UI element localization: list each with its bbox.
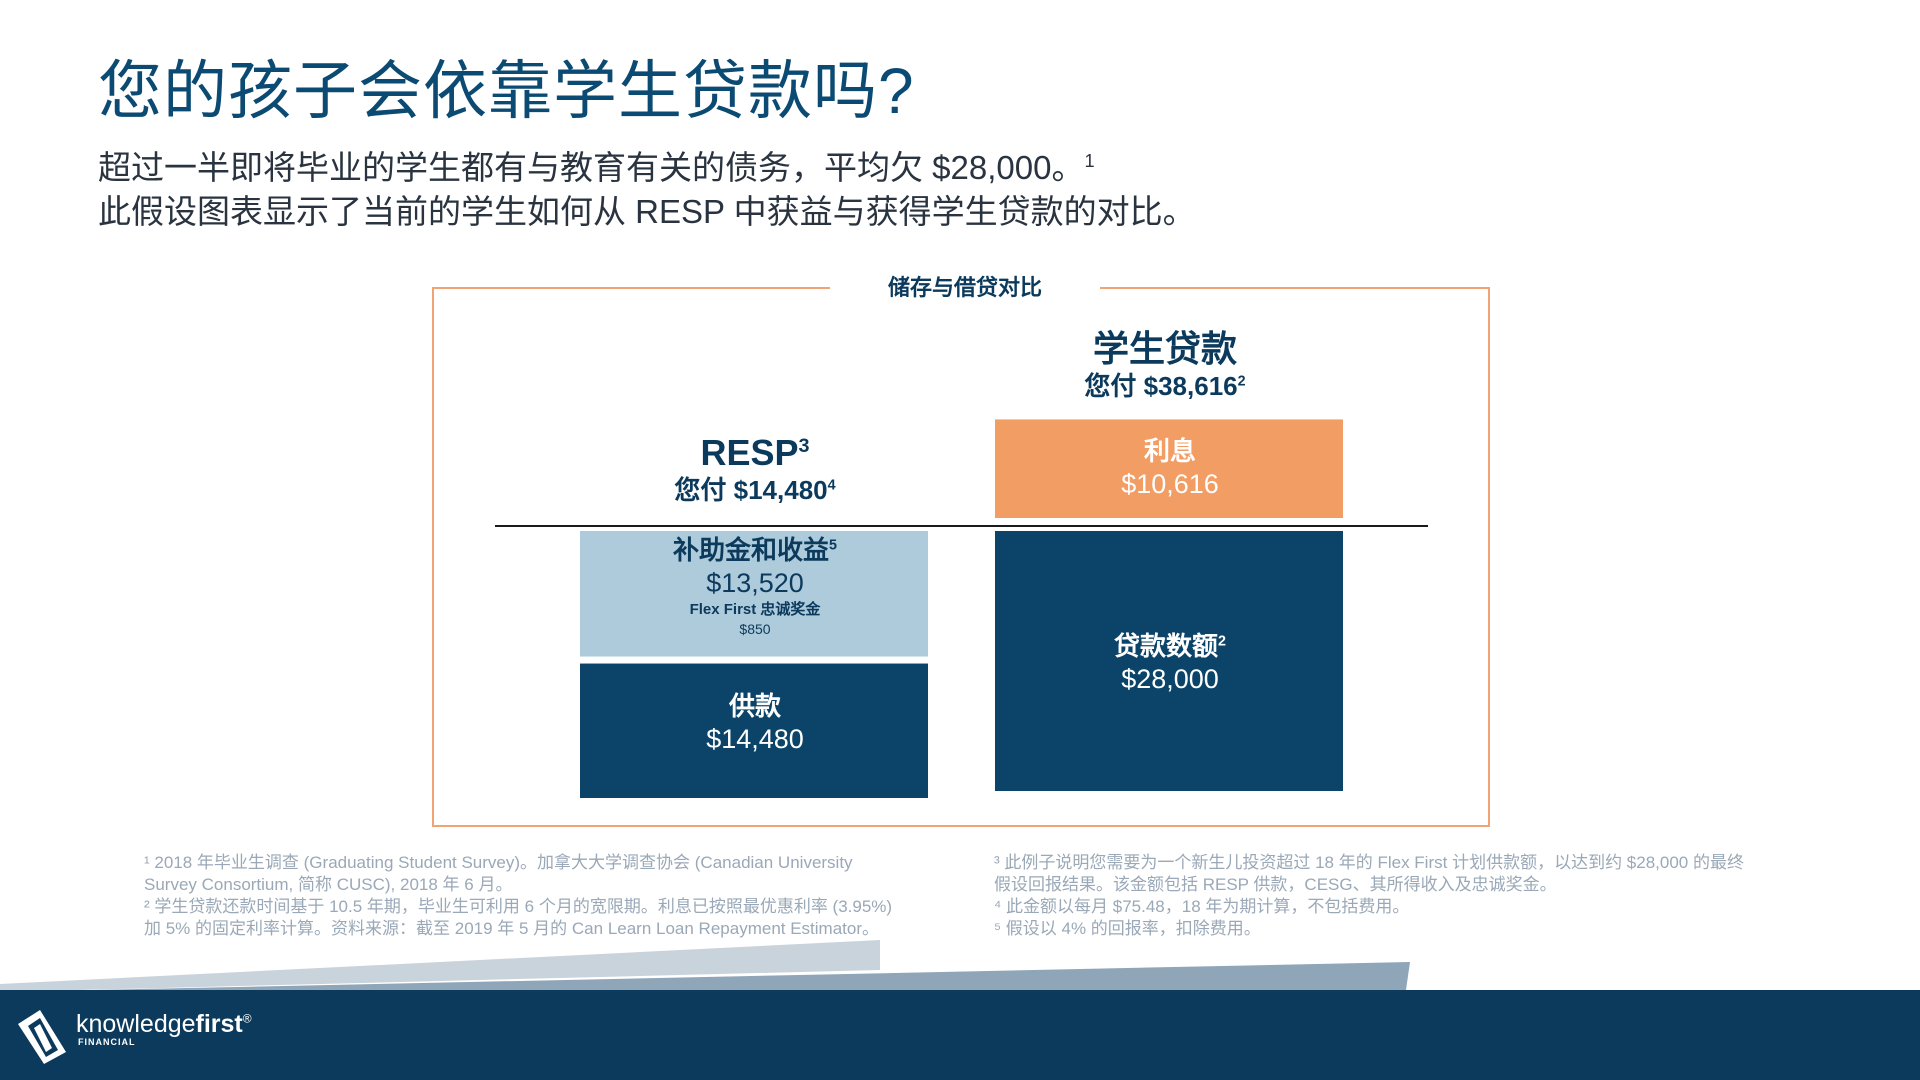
- loyalty-bonus-value: $850: [739, 621, 771, 637]
- grants-value: $13,520: [706, 568, 804, 598]
- grants-bar: [580, 531, 928, 657]
- footer-swoosh-light: [0, 940, 880, 992]
- resp-name-text: RESP: [700, 432, 799, 473]
- footnote-ref-5: 5: [829, 537, 837, 554]
- footnote-line: ³ 此例子说明您需要为一个新生儿投资超过 18 年的 Flex First 计划…: [994, 853, 1744, 872]
- loan-amount-bar: [995, 531, 1343, 791]
- loan-pays-text: 您付 $38,616: [1084, 371, 1238, 401]
- footnote-ref-2: 2: [1237, 373, 1246, 390]
- footnotes-left: ¹ 2018 年毕业生调查 (Graduating Student Survey…: [144, 852, 994, 940]
- interest-bar: [995, 419, 1343, 518]
- loan-column-name: 学生贷款: [1092, 328, 1237, 369]
- grants-label: 补助金和收益: [673, 535, 830, 565]
- resp-column-name: RESP3: [580, 432, 930, 474]
- grants-segment-label: 补助金和收益5 $13,520 Flex First 忠诚奖金 $850: [580, 534, 930, 638]
- subtitle-line-2: 此假设图表显示了当前的学生如何从 RESP 中获益与获得学生贷款的对比。: [98, 193, 1196, 230]
- footer-swoosh-mid: [0, 962, 1410, 995]
- footnote-line: ² 学生贷款还款时间基于 10.5 年期，毕业生可利用 6 个月的宽限期。利息已…: [144, 897, 893, 916]
- page-subtitle: 超过一半即将毕业的学生都有与教育有关的债务，平均欠 $28,000。1 此假设图…: [98, 146, 1698, 234]
- subtitle-line-1: 超过一半即将毕业的学生都有与教育有关的债务，平均欠 $28,000。1: [98, 146, 1698, 190]
- footnote-ref-1: 1: [1084, 151, 1095, 171]
- contribution-segment-label: 供款 $14,480: [580, 690, 930, 756]
- knowledge-first-logo-icon: [18, 1010, 66, 1064]
- footer-band: [0, 990, 1920, 1080]
- brand-sub-text: FINANCIAL: [78, 1037, 136, 1047]
- subtitle-line-1-text: 超过一半即将毕业的学生都有与教育有关的债务，平均欠 $28,000。: [98, 149, 1085, 186]
- interest-label: 利息: [1143, 436, 1196, 466]
- brand-reg: ®: [242, 1011, 252, 1026]
- footnote-ref-4: 4: [827, 477, 836, 494]
- contribution-bar: [580, 663, 928, 798]
- page-title: 您的孩子会依靠学生贷款吗?: [98, 55, 915, 127]
- interest-value: $10,616: [1121, 469, 1219, 499]
- chart-bars: [580, 419, 1343, 798]
- footnotes-right: ³ 此例子说明您需要为一个新生儿投资超过 18 年的 Flex First 计划…: [994, 852, 1894, 940]
- footnote-ref-3: 3: [798, 435, 810, 457]
- loyalty-bonus-label: Flex First 忠诚奖金: [689, 601, 821, 618]
- resp-pays-text: 您付 $14,480: [674, 475, 828, 505]
- contribution-value: $14,480: [706, 724, 804, 754]
- loan-pays-label: 您付 $38,6162: [990, 370, 1340, 402]
- footnote-line: ⁴ 此金额以每月 $75.48，18 年为期计算，不包括费用。: [994, 897, 1410, 916]
- footnote-line: 加 5% 的固定利率计算。资料来源：截至 2019 年 5 月的 Can Lea…: [144, 919, 880, 938]
- loan-amount-value: $28,000: [1121, 664, 1219, 694]
- brand-logo-text: knowledgefirst®: [76, 1010, 252, 1038]
- brand-light: knowledge: [76, 1010, 196, 1038]
- footnote-line: 假设回报结果。该金额包括 RESP 供款，CESG、其所得收入及忠诚奖金。: [994, 875, 1557, 894]
- footnote-line: ⁵ 假设以 4% 的回报率，扣除费用。: [994, 919, 1261, 938]
- contribution-label: 供款: [728, 691, 781, 721]
- loan-amount-label: 贷款数额: [1114, 631, 1219, 661]
- chart-title: 储存与借贷对比: [830, 270, 1100, 306]
- brand-bold: first: [195, 1010, 243, 1038]
- loan-column-header: 学生贷款 您付 $38,6162: [990, 328, 1340, 402]
- interest-segment-label: 利息 $10,616: [995, 435, 1345, 501]
- footnote-ref-2b: 2: [1218, 633, 1226, 650]
- loan-amount-segment-label: 贷款数额2 $28,000: [995, 630, 1345, 696]
- footer-swoosh: [0, 940, 1410, 995]
- footnote-line: ¹ 2018 年毕业生调查 (Graduating Student Survey…: [144, 853, 853, 872]
- resp-pays-label: 您付 $14,4804: [580, 474, 930, 506]
- footnote-line: Survey Consortium, 简称 CUSC), 2018 年 6 月。: [144, 875, 513, 894]
- resp-column-header: RESP3 您付 $14,4804: [580, 432, 930, 506]
